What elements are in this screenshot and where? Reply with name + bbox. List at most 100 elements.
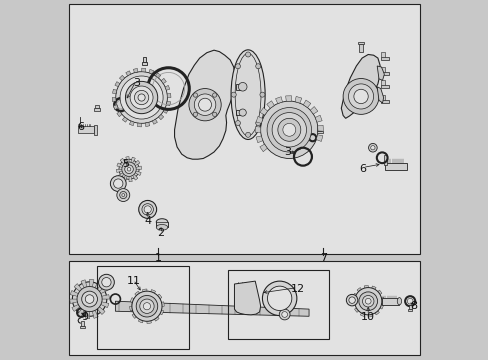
Wedge shape bbox=[129, 157, 135, 169]
Bar bbox=[357, 41, 363, 44]
Polygon shape bbox=[256, 116, 263, 123]
Circle shape bbox=[212, 112, 216, 117]
Polygon shape bbox=[125, 71, 131, 76]
Text: 8: 8 bbox=[409, 301, 416, 311]
Wedge shape bbox=[85, 299, 89, 319]
Polygon shape bbox=[113, 105, 118, 110]
Circle shape bbox=[260, 101, 317, 158]
Circle shape bbox=[277, 118, 300, 141]
Polygon shape bbox=[316, 135, 322, 141]
Bar bbox=[316, 126, 320, 131]
Circle shape bbox=[365, 298, 370, 304]
Wedge shape bbox=[89, 299, 98, 318]
Ellipse shape bbox=[156, 219, 167, 225]
Polygon shape bbox=[376, 66, 384, 80]
Bar bbox=[382, 298, 399, 305]
Polygon shape bbox=[158, 114, 163, 120]
Bar bbox=[80, 325, 85, 328]
Polygon shape bbox=[285, 96, 291, 101]
Polygon shape bbox=[122, 117, 127, 122]
Bar bbox=[78, 126, 94, 134]
Wedge shape bbox=[135, 291, 147, 306]
Circle shape bbox=[139, 201, 156, 219]
Circle shape bbox=[370, 145, 374, 150]
Circle shape bbox=[281, 312, 287, 318]
Circle shape bbox=[238, 82, 246, 91]
Wedge shape bbox=[129, 169, 138, 180]
Circle shape bbox=[282, 123, 295, 136]
Polygon shape bbox=[174, 50, 235, 159]
Text: 11: 11 bbox=[126, 276, 140, 286]
Wedge shape bbox=[352, 293, 367, 301]
Bar bbox=[94, 125, 97, 135]
Wedge shape bbox=[147, 294, 162, 306]
Wedge shape bbox=[147, 306, 159, 321]
Bar bbox=[143, 57, 146, 62]
Bar bbox=[359, 44, 362, 52]
Polygon shape bbox=[149, 69, 154, 74]
Circle shape bbox=[266, 108, 311, 152]
Wedge shape bbox=[130, 298, 147, 306]
Circle shape bbox=[140, 299, 154, 314]
Circle shape bbox=[358, 292, 377, 311]
Wedge shape bbox=[364, 285, 367, 301]
Wedge shape bbox=[129, 169, 132, 182]
Circle shape bbox=[407, 298, 412, 304]
Polygon shape bbox=[310, 107, 317, 114]
Wedge shape bbox=[81, 280, 89, 299]
Wedge shape bbox=[70, 299, 89, 303]
Circle shape bbox=[193, 93, 197, 97]
Wedge shape bbox=[89, 287, 107, 299]
Circle shape bbox=[235, 121, 240, 126]
Circle shape bbox=[362, 296, 373, 307]
Text: 2: 2 bbox=[156, 228, 163, 238]
Wedge shape bbox=[367, 297, 383, 301]
Circle shape bbox=[194, 94, 215, 116]
Circle shape bbox=[212, 93, 216, 97]
Bar bbox=[408, 305, 411, 309]
Bar bbox=[407, 309, 411, 311]
Circle shape bbox=[255, 121, 260, 126]
Circle shape bbox=[346, 294, 357, 306]
Bar bbox=[384, 155, 386, 165]
Wedge shape bbox=[129, 160, 140, 169]
Text: 6: 6 bbox=[77, 122, 83, 132]
Wedge shape bbox=[77, 299, 89, 317]
Circle shape bbox=[353, 89, 367, 104]
Bar bbox=[380, 85, 388, 88]
Wedge shape bbox=[138, 306, 147, 323]
Bar bbox=[81, 321, 84, 325]
Text: 7: 7 bbox=[319, 253, 326, 263]
Text: 10: 10 bbox=[361, 312, 374, 322]
Text: 9: 9 bbox=[81, 312, 89, 322]
Circle shape bbox=[260, 92, 264, 97]
Bar bbox=[381, 80, 384, 85]
Circle shape bbox=[245, 132, 250, 137]
Polygon shape bbox=[142, 68, 145, 72]
Wedge shape bbox=[120, 158, 129, 169]
Polygon shape bbox=[266, 101, 274, 108]
Circle shape bbox=[255, 64, 260, 69]
Circle shape bbox=[122, 194, 124, 197]
Bar bbox=[380, 72, 388, 75]
Wedge shape bbox=[367, 301, 383, 309]
Wedge shape bbox=[117, 163, 129, 169]
Polygon shape bbox=[155, 73, 161, 78]
Circle shape bbox=[262, 281, 296, 316]
Polygon shape bbox=[161, 78, 166, 84]
Polygon shape bbox=[256, 136, 262, 143]
Wedge shape bbox=[147, 302, 164, 306]
Circle shape bbox=[368, 143, 376, 152]
Polygon shape bbox=[234, 281, 260, 315]
Wedge shape bbox=[129, 306, 147, 311]
Circle shape bbox=[279, 309, 289, 320]
Wedge shape bbox=[74, 284, 89, 299]
Polygon shape bbox=[376, 87, 383, 103]
Bar bbox=[381, 95, 384, 100]
Ellipse shape bbox=[230, 50, 264, 139]
Wedge shape bbox=[129, 169, 141, 176]
Polygon shape bbox=[275, 97, 282, 104]
Circle shape bbox=[85, 295, 94, 303]
Bar bbox=[381, 67, 384, 72]
Circle shape bbox=[130, 86, 153, 109]
